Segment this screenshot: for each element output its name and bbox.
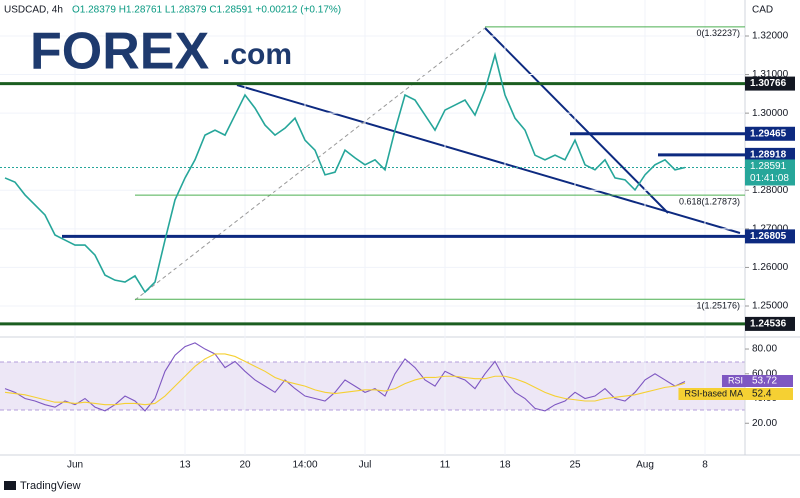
level-label: 1.29465 [750,128,787,139]
y-tick-label: 1.26000 [752,262,789,273]
level-box [745,147,795,162]
y-tick-label: 1.31000 [752,69,789,80]
x-tick-label: 8 [702,460,708,471]
trendline [484,27,669,214]
y-tick-label: 80.00 [752,344,777,355]
x-tick-label: 25 [569,460,581,471]
trendline [236,84,741,234]
y-tick-label: 1.28000 [752,185,789,196]
fib-label: 0(1.32237) [696,28,740,38]
level-box [745,126,795,141]
x-tick-label: Jul [359,460,372,471]
brand: TradingView [20,480,81,492]
legend-value: 52.4 [752,389,772,400]
fib-trend [134,27,486,301]
level-label: 1.26805 [750,231,787,242]
x-tick-label: 13 [179,460,191,471]
legend-name: RSI-based MA [684,388,743,398]
x-tick-label: 20 [239,460,251,471]
y-tick-label: 1.30000 [752,108,789,119]
x-tick-label: 11 [440,460,451,471]
series-line [4,51,686,294]
fib-label: 1(1.25176) [696,301,740,311]
x-tick-label: Jun [67,460,83,471]
level-box [745,229,795,244]
symbol: USDCAD, 4h [4,5,63,16]
level-label: 1.30766 [750,78,787,89]
currency: CAD [752,5,773,16]
legend-name: RSI [728,375,743,385]
plot-layer [0,0,745,455]
level-label: 1.24536 [750,319,787,330]
level-box [745,316,795,331]
logo-suffix: .com [222,38,292,71]
legend-value: 53.72 [752,376,777,387]
series-line [4,353,686,406]
ohlc: O1.28379 H1.28761 L1.28379 C1.28591 +0.0… [72,5,341,16]
logo: FOREX [30,23,209,81]
legend-box [678,388,793,400]
last-price-box [745,159,795,186]
last-price-label: 1.28591 [750,161,787,172]
countdown: 01:41:08 [750,173,789,184]
brand-icon [4,481,16,490]
y-tick-label: 1.32000 [752,31,789,42]
level-label: 1.28918 [750,150,787,161]
x-tick-label: Aug [636,460,654,471]
y-tick-label: 20.00 [752,418,777,429]
fib-label: 0.618(1.27873) [679,197,740,207]
series-line [4,342,686,412]
y-tick-label: 1.27000 [752,223,789,234]
level-box [745,76,795,91]
legend-box [721,375,793,387]
rsi-band [0,362,745,410]
x-tick-label: 18 [499,460,511,471]
x-tick-label: 14:00 [292,460,317,471]
y-tick-label: 1.25000 [752,301,789,312]
y-tick-label: 60.00 [752,368,777,379]
